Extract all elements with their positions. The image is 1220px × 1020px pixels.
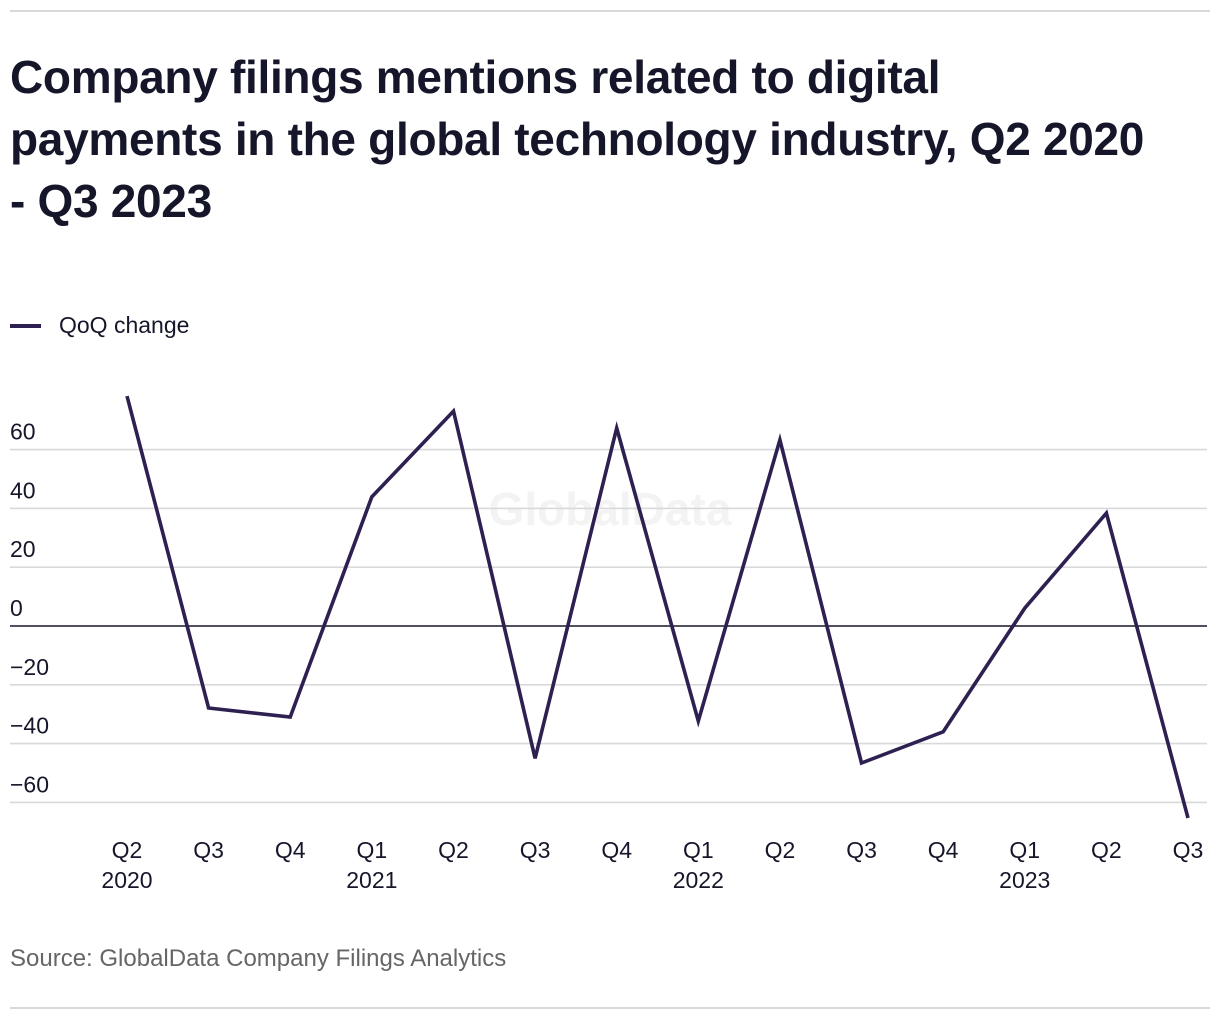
x-tick-label: Q4 [601,837,632,863]
x-tick-year-label: 2023 [999,867,1050,893]
x-tick-label: Q1 [1009,837,1040,863]
bottom-divider [10,1007,1210,1009]
x-tick-label: Q3 [846,837,877,863]
legend: QoQ change [10,312,189,339]
y-tick-label: −60 [10,771,49,797]
x-tick-label: Q1 [683,837,714,863]
source-note: Source: GlobalData Company Filings Analy… [10,945,507,972]
x-tick-year-label: 2020 [101,867,152,893]
x-tick-label: Q2 [765,837,796,863]
y-tick-label: 40 [10,477,36,503]
x-tick-label: Q3 [193,837,224,863]
x-axis-ticks: Q2 2020 Q3 Q4 Q1 2021 Q2 Q3 Q4 Q1 2022 Q2 Q3 Q4 Q1 2023… [101,837,1203,893]
x-tick-label: Q4 [275,837,306,863]
gridlines [10,448,1207,804]
x-tick-label: Q2 [1091,837,1122,863]
x-tick-label: Q1 [357,837,388,863]
y-tick-label: −40 [10,713,49,739]
x-tick-year-label: 2021 [346,867,397,893]
y-axis-ticks: 60 40 20 0 −20 −40 −60 [10,419,49,798]
x-tick-label: Q3 [1173,837,1204,863]
y-tick-label: −20 [10,654,49,680]
x-tick-label: Q2 [438,837,469,863]
legend-swatch-qoq-change [10,323,41,328]
top-divider [10,10,1210,12]
y-tick-label: 0 [10,595,23,621]
x-tick-label: Q3 [520,837,551,863]
x-tick-label: Q4 [928,837,959,863]
series-line-qoq-change [125,395,1190,819]
legend-label-qoq-change: QoQ change [59,312,190,338]
x-tick-year-label: 2022 [673,867,724,893]
y-tick-label: 60 [10,419,36,445]
x-tick-label: Q2 [112,837,143,863]
series-layer [125,395,1190,819]
y-tick-label: 20 [10,536,36,562]
chart-title: Company filings mentions related to digi… [10,51,1145,227]
